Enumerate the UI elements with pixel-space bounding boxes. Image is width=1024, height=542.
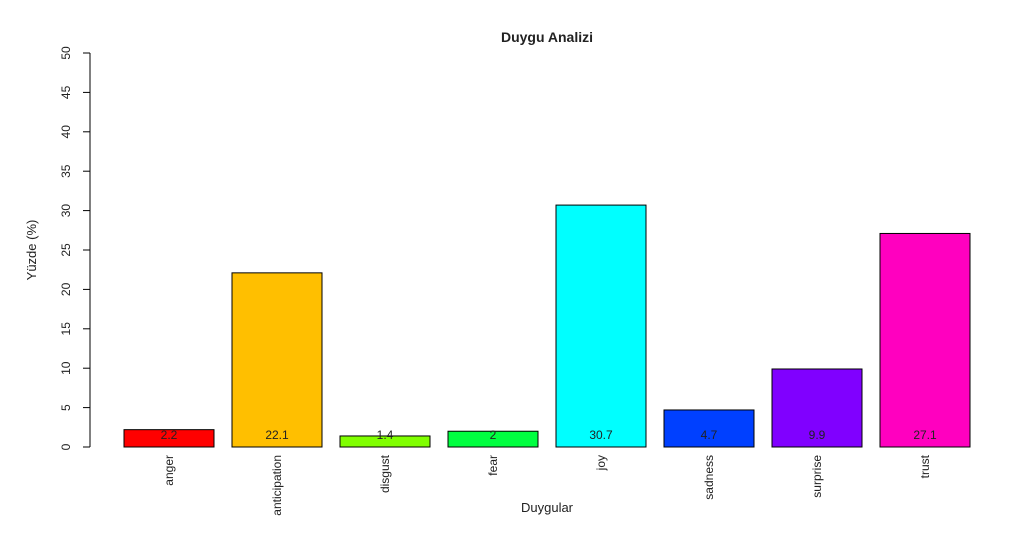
y-tick-label: 20	[59, 282, 73, 296]
value-label: 2.2	[161, 428, 178, 442]
y-tick-label: 0	[59, 443, 73, 450]
value-label: 1.4	[377, 428, 394, 442]
bar	[123, 429, 215, 448]
bar	[447, 430, 539, 448]
x-tick-label: disgust	[378, 454, 392, 493]
bar	[771, 368, 863, 448]
x-tick-label: anticipation	[270, 455, 284, 516]
y-tick-label: 15	[59, 322, 73, 336]
bar	[879, 232, 971, 448]
bar	[663, 409, 755, 448]
x-tick-label: anger	[162, 455, 176, 486]
x-tick-label: trust	[918, 454, 932, 478]
x-axis-label: Duygular	[521, 500, 574, 515]
bar	[339, 435, 431, 448]
y-tick-label: 5	[59, 404, 73, 411]
x-tick-label: sadness	[702, 455, 716, 500]
y-tick-label: 30	[59, 204, 73, 218]
value-label: 9.9	[809, 428, 826, 442]
value-label: 22.1	[265, 428, 289, 442]
value-label: 2	[490, 428, 497, 442]
x-tick-label: joy	[594, 455, 608, 471]
bar	[555, 204, 647, 448]
y-tick-label: 25	[59, 243, 73, 257]
y-tick-label: 40	[59, 125, 73, 139]
y-axis-label: Yüzde (%)	[24, 220, 39, 281]
y-tick-label: 35	[59, 164, 73, 178]
value-label: 27.1	[913, 428, 937, 442]
value-label: 4.7	[701, 428, 718, 442]
y-tick-label: 10	[59, 361, 73, 375]
bar	[231, 272, 323, 448]
chart-title: Duygu Analizi	[501, 29, 593, 45]
x-tick-label: surprise	[810, 455, 824, 498]
y-tick-label: 50	[59, 46, 73, 60]
x-tick-label: fear	[486, 455, 500, 476]
value-label: 30.7	[589, 428, 613, 442]
y-tick-label: 45	[59, 85, 73, 99]
